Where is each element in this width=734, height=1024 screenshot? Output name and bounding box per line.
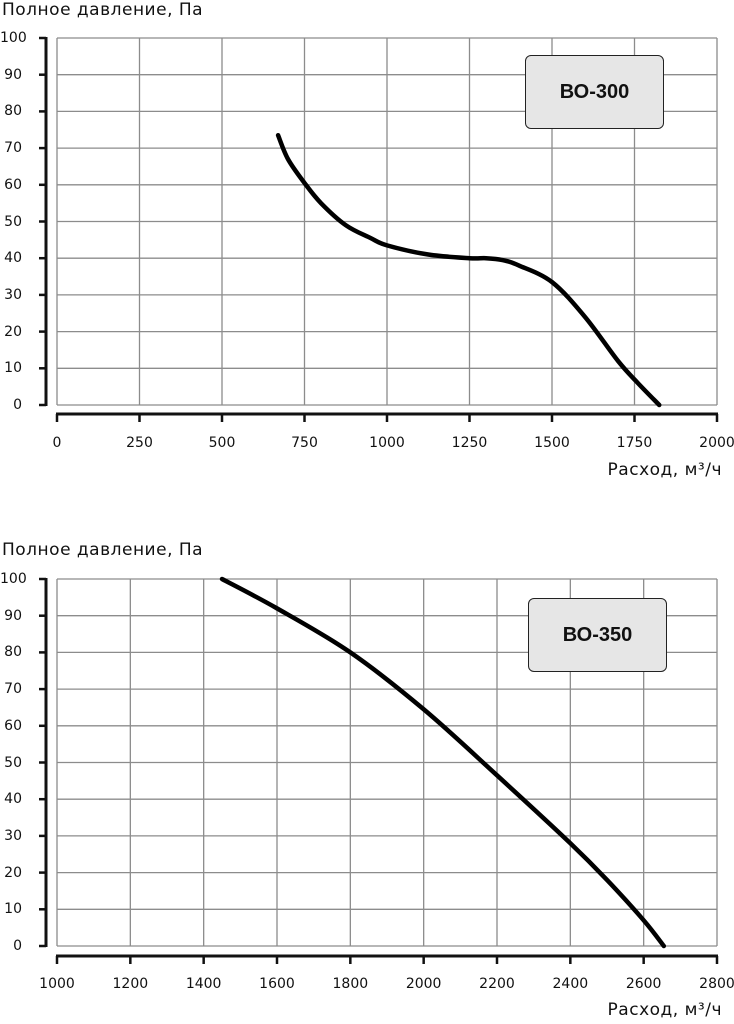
- x-axis-title: Расход, м³/ч: [607, 460, 722, 480]
- x-tick-label: 1600: [259, 976, 295, 992]
- x-tick-label: 1200: [112, 976, 149, 992]
- y-tick-label: 50: [4, 754, 22, 771]
- x-tick-label: 1400: [185, 976, 222, 992]
- y-tick-label: 90: [4, 66, 22, 83]
- y-tick-label: 0: [13, 938, 22, 954]
- performance-curve: [219, 576, 667, 949]
- x-tick-label: 250: [126, 435, 153, 451]
- y-tick-label: 20: [4, 864, 22, 881]
- y-tick-label: 80: [4, 103, 22, 120]
- x-tick-label: 2600: [625, 976, 662, 992]
- y-tick-label: 30: [4, 286, 22, 303]
- performance-curve: [275, 133, 662, 408]
- y-tick-label: 40: [4, 250, 22, 267]
- x-tick-label: 2000: [699, 435, 734, 451]
- x-axis-title: Расход, м³/ч: [607, 1000, 722, 1020]
- y-axis-title: Полное давление, Па: [2, 540, 204, 560]
- model-badge: ВО-350: [528, 598, 667, 672]
- y-tick-label: 10: [4, 360, 22, 377]
- y-tick-label: 0: [13, 397, 22, 413]
- y-tick-label: 10: [4, 901, 22, 918]
- y-tick-label: 70: [4, 681, 22, 698]
- x-tick-label: 500: [208, 435, 236, 451]
- y-tick-label: 30: [4, 827, 22, 844]
- x-tick-label: 1250: [451, 435, 488, 451]
- y-tick-label: 20: [4, 323, 22, 340]
- y-tick-label: 60: [4, 717, 22, 734]
- model-badge: ВО-300: [525, 55, 664, 129]
- chart-plot-bo-300: [39, 36, 719, 422]
- grid: [56, 37, 718, 406]
- y-axis: [39, 577, 48, 948]
- y-tick-label: 100: [0, 571, 27, 587]
- y-tick-label: 100: [0, 30, 27, 46]
- y-axis: [39, 36, 48, 407]
- y-axis-title: Полное давление, Па: [2, 0, 204, 20]
- x-axis: [55, 954, 719, 964]
- x-tick-label: 2200: [479, 976, 515, 992]
- x-tick-label: 2000: [405, 976, 442, 992]
- x-tick-label: 2400: [552, 976, 589, 992]
- x-tick-label: 1750: [616, 435, 653, 451]
- x-tick-label: 1500: [534, 435, 570, 451]
- x-tick-label: 1000: [369, 435, 405, 451]
- x-tick-label: 0: [52, 435, 62, 451]
- x-tick-label: 750: [291, 435, 318, 451]
- y-tick-label: 80: [4, 644, 22, 661]
- y-tick-label: 70: [4, 140, 22, 157]
- x-tick-label: 1000: [39, 976, 75, 992]
- x-tick-label: 1800: [332, 976, 369, 992]
- y-tick-label: 90: [4, 607, 22, 624]
- x-tick-label: 2800: [699, 976, 734, 992]
- y-tick-label: 40: [4, 791, 22, 808]
- x-axis: [55, 412, 719, 422]
- y-tick-label: 60: [4, 176, 22, 193]
- chart-bo-300: Полное давление, Па 0 10 20 30 40 50 60 70 80 90 1…: [0, 0, 734, 500]
- y-tick-label: 50: [4, 213, 22, 230]
